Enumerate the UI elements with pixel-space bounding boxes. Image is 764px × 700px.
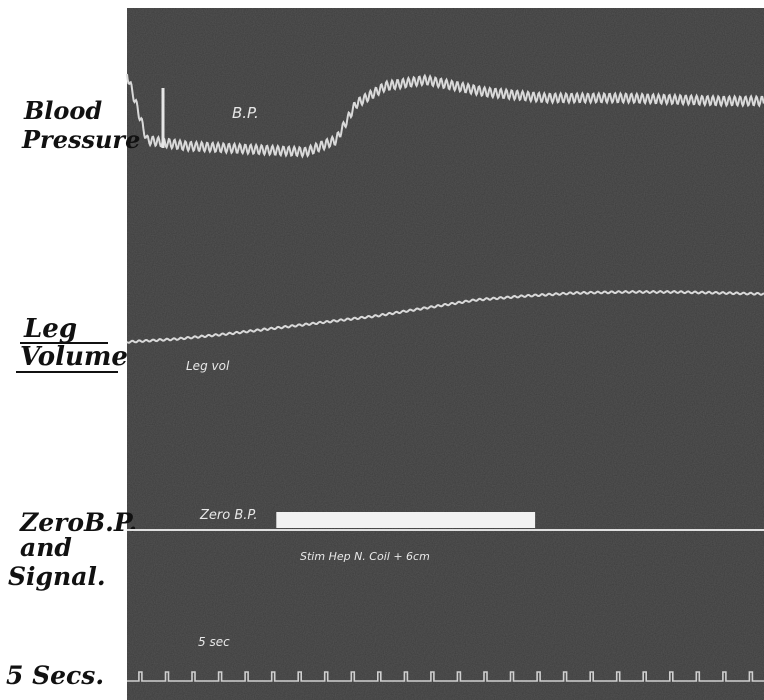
bp-label-line2: Pressure <box>21 125 140 154</box>
bp-label-line1: Blood <box>23 96 102 125</box>
leg-label-line2: Volume <box>20 342 128 372</box>
time-trace-label: 5 sec <box>198 635 230 649</box>
time-label: 5 Secs. <box>6 661 104 690</box>
time-marker-trace <box>127 671 764 682</box>
stim-trace-label: Stim Hep N. Coil + 6cm <box>300 550 430 563</box>
zero-label-line3: Signal. <box>8 562 106 591</box>
bp-trace <box>126 73 764 159</box>
leg-volume-trace <box>126 290 764 344</box>
zero-label-line2: and <box>20 533 72 562</box>
stimulus-signal-bar <box>276 512 536 528</box>
traces-layer <box>126 73 764 682</box>
bp-trace-label: B.P. <box>232 104 259 122</box>
zero-trace-label: Zero B.P. <box>199 508 258 523</box>
zero-label-line1: ZeroB.P. <box>19 508 137 537</box>
leg-label-line1: Leg <box>23 314 77 344</box>
panel-texture <box>127 8 764 700</box>
leg-trace-label: Leg vol <box>186 359 230 373</box>
